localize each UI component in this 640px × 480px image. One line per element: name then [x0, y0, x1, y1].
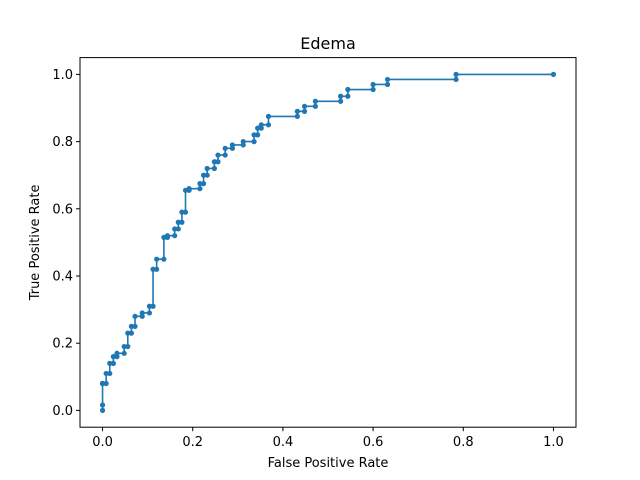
roc-curve-points [99, 71, 557, 413]
roc-point [175, 219, 181, 225]
roc-point [338, 93, 344, 99]
roc-point [154, 256, 160, 262]
roc-point [99, 380, 106, 387]
roc-point [154, 266, 160, 272]
roc-point [179, 219, 185, 225]
roc-point [186, 186, 192, 192]
roc-point [150, 266, 156, 272]
roc-point [110, 354, 116, 360]
roc-point [132, 313, 138, 319]
y-tick-label: 0.8 [52, 135, 73, 150]
roc-point [294, 113, 300, 119]
roc-point [265, 113, 272, 119]
roc-point [125, 343, 131, 350]
roc-point [204, 165, 210, 172]
roc-point [103, 370, 109, 377]
y-tick-label: 0.2 [52, 337, 73, 352]
roc-point [265, 122, 272, 128]
roc-point [146, 303, 153, 309]
roc-point [384, 81, 391, 88]
roc-point [215, 152, 221, 158]
axis-ticks: 0.0 0.2 0.4 0.6 0.8 1.0 0.0 0.2 0.4 0.6 0.8 1.0 [52, 68, 563, 450]
roc-point [251, 132, 257, 138]
roc-point [338, 98, 344, 104]
x-axis-label: False Positive Rate [268, 456, 389, 471]
roc-point [200, 181, 207, 187]
roc-point [121, 350, 127, 356]
roc-point [240, 139, 246, 145]
roc-point [150, 303, 156, 309]
roc-point [258, 122, 264, 128]
roc-point [222, 152, 228, 158]
roc-point [139, 310, 145, 316]
y-tick-label: 0.4 [52, 270, 73, 285]
roc-point [211, 159, 217, 165]
roc-point [172, 233, 178, 239]
y-axis-label: True Positive Rate [28, 184, 43, 301]
roc-point [453, 71, 459, 77]
roc-point [251, 139, 257, 145]
roc-point [164, 233, 171, 239]
roc-point [345, 93, 351, 99]
roc-point [107, 370, 113, 377]
y-tick-label: 1.0 [52, 68, 73, 83]
roc-point [114, 350, 120, 356]
roc-point [125, 330, 131, 336]
roc-point [294, 108, 300, 114]
roc-point [107, 360, 113, 366]
roc-point [197, 181, 203, 187]
roc-point [312, 98, 318, 104]
roc-point [99, 407, 106, 413]
roc-point [370, 81, 376, 88]
roc-point [110, 360, 116, 366]
roc-point [128, 323, 135, 329]
x-tick-label: 0.4 [273, 435, 294, 450]
roc-point [550, 71, 557, 77]
roc-point [312, 103, 318, 109]
roc-curve-line [101, 73, 554, 411]
roc-point [211, 165, 217, 172]
roc-point [182, 209, 189, 215]
roc-point [197, 186, 203, 192]
roc-point [215, 159, 221, 165]
roc-point [204, 172, 210, 178]
roc-point [453, 76, 459, 83]
roc-point [103, 380, 109, 387]
roc-point [146, 310, 153, 316]
roc-point [384, 76, 391, 83]
x-tick-label: 0.0 [92, 435, 113, 450]
x-tick-label: 0.8 [453, 435, 474, 450]
roc-point [345, 86, 351, 93]
plot-frame [79, 57, 577, 428]
roc-point [132, 323, 138, 329]
roc-point [179, 209, 185, 215]
roc-point [301, 103, 308, 109]
x-tick-label: 0.6 [363, 435, 384, 450]
roc-point [161, 256, 167, 262]
x-tick-label: 0.2 [182, 435, 203, 450]
chart-title: Edema [300, 34, 356, 53]
roc-point [121, 343, 127, 350]
roc-point [301, 108, 308, 114]
roc-point [200, 172, 207, 178]
roc-point [172, 226, 178, 232]
y-tick-label: 0.0 [52, 404, 73, 419]
roc-point [99, 402, 106, 408]
roc-point [229, 142, 236, 148]
roc-point [255, 132, 261, 138]
roc-point [370, 86, 376, 93]
roc-point [222, 145, 228, 151]
roc-point [255, 125, 261, 131]
x-tick-label: 1.0 [543, 435, 564, 450]
y-tick-label: 0.6 [52, 202, 73, 217]
roc-point [128, 330, 135, 336]
roc-point [175, 226, 181, 232]
